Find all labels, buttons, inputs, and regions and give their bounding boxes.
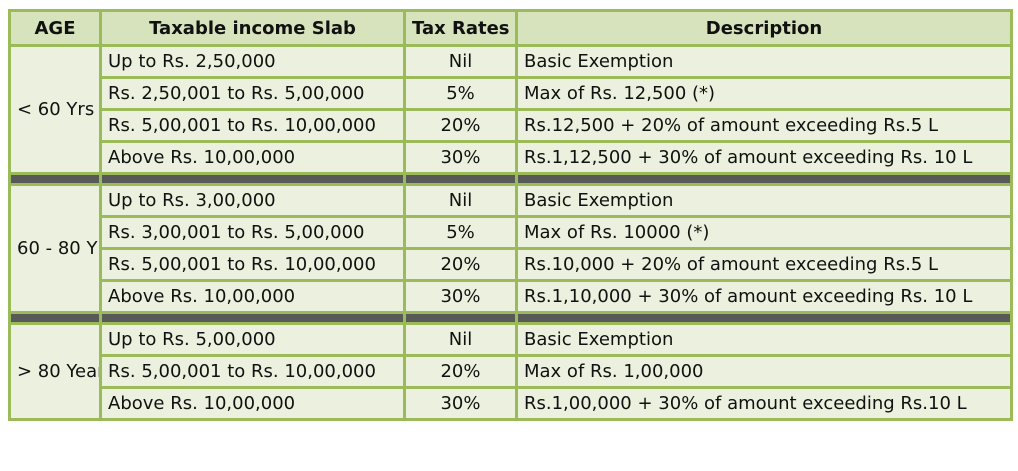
description-cell: Max of Rs. 10000 (*) bbox=[515, 215, 1013, 250]
description-cell: Rs.1,00,000 + 30% of amount exceeding Rs… bbox=[515, 386, 1013, 421]
header-row: AGE Taxable income Slab Tax Rates Descri… bbox=[8, 9, 1013, 47]
slab-cell: Above Rs. 10,00,000 bbox=[99, 386, 406, 421]
description-cell: Rs.12,500 + 20% of amount exceeding Rs.5… bbox=[515, 108, 1013, 143]
rate-cell: Nil bbox=[403, 44, 518, 79]
separator-cell bbox=[515, 311, 1013, 325]
description-cell: Rs.1,10,000 + 30% of amount exceeding Rs… bbox=[515, 279, 1013, 314]
table-row: Rs. 5,00,001 to Rs. 10,00,000 20% Rs.12,… bbox=[10, 108, 1013, 143]
age-group-cell: > 80 Years bbox=[8, 322, 102, 421]
header-age: AGE bbox=[8, 9, 102, 47]
separator-cell bbox=[99, 172, 406, 186]
rate-cell: 20% bbox=[403, 247, 518, 282]
header-slab: Taxable income Slab bbox=[99, 9, 406, 47]
slab-cell: Up to Rs. 3,00,000 bbox=[99, 183, 406, 218]
rate-cell: 5% bbox=[403, 76, 518, 111]
rate-cell: 30% bbox=[403, 140, 518, 175]
table-row: Above Rs. 10,00,000 30% Rs.1,00,000 + 30… bbox=[10, 386, 1013, 421]
slab-cell: Rs. 5,00,001 to Rs. 10,00,000 bbox=[99, 108, 406, 143]
table-row: 60 - 80 Yrs Up to Rs. 3,00,000 Nil Basic… bbox=[8, 183, 1013, 314]
header-description: Description bbox=[515, 9, 1013, 47]
slab-cell: Up to Rs. 5,00,000 bbox=[99, 322, 406, 357]
table-row: Rs. 5,00,001 to Rs. 10,00,000 20% Max of… bbox=[10, 354, 1013, 389]
slab-cell: Above Rs. 10,00,000 bbox=[99, 279, 406, 314]
description-cell: Basic Exemption bbox=[515, 183, 1013, 218]
tax-table-container: AGE Taxable income Slab Tax Rates Descri… bbox=[8, 9, 1013, 421]
rate-cell: 20% bbox=[403, 108, 518, 143]
separator-cell bbox=[8, 311, 102, 325]
description-cell: Rs.1,12,500 + 30% of amount exceeding Rs… bbox=[515, 140, 1013, 175]
age-group-cell: < 60 Yrs bbox=[8, 44, 102, 175]
separator-cell bbox=[8, 172, 102, 186]
rate-cell: Nil bbox=[403, 183, 518, 218]
rate-cell: 30% bbox=[403, 279, 518, 314]
rate-cell: 20% bbox=[403, 354, 518, 389]
slab-cell: Rs. 3,00,001 to Rs. 5,00,000 bbox=[99, 215, 406, 250]
separator-cell bbox=[403, 172, 518, 186]
table-row: Above Rs. 10,00,000 30% Rs.1,10,000 + 30… bbox=[10, 279, 1013, 314]
table-row: Rs. 5,00,001 to Rs. 10,00,000 20% Rs.10,… bbox=[10, 247, 1013, 282]
rate-cell: 5% bbox=[403, 215, 518, 250]
table-row: > 80 Years Up to Rs. 5,00,000 Nil Basic … bbox=[8, 322, 1013, 421]
header-rate: Tax Rates bbox=[403, 9, 518, 47]
group-separator bbox=[8, 311, 1013, 325]
description-cell: Max of Rs. 12,500 (*) bbox=[515, 76, 1013, 111]
slab-cell: Up to Rs. 2,50,000 bbox=[99, 44, 406, 79]
separator-cell bbox=[403, 311, 518, 325]
rate-cell: Nil bbox=[403, 322, 518, 357]
slab-cell: Rs. 2,50,001 to Rs. 5,00,000 bbox=[99, 76, 406, 111]
table-row: < 60 Yrs Up to Rs. 2,50,000 Nil Basic Ex… bbox=[8, 44, 1013, 175]
description-cell: Max of Rs. 1,00,000 bbox=[515, 354, 1013, 389]
description-cell: Basic Exemption bbox=[515, 44, 1013, 79]
table-row: Rs. 3,00,001 to Rs. 5,00,000 5% Max of R… bbox=[10, 215, 1013, 250]
tax-slab-table: AGE Taxable income Slab Tax Rates Descri… bbox=[8, 9, 1013, 421]
group-separator bbox=[8, 172, 1013, 186]
slab-cell: Rs. 5,00,001 to Rs. 10,00,000 bbox=[99, 354, 406, 389]
slab-cell: Above Rs. 10,00,000 bbox=[99, 140, 406, 175]
table-row: Rs. 2,50,001 to Rs. 5,00,000 5% Max of R… bbox=[10, 76, 1013, 111]
age-group-cell: 60 - 80 Yrs bbox=[8, 183, 102, 314]
table-row: Above Rs. 10,00,000 30% Rs.1,12,500 + 30… bbox=[10, 140, 1013, 175]
separator-cell bbox=[515, 172, 1013, 186]
description-cell: Basic Exemption bbox=[515, 322, 1013, 357]
slab-cell: Rs. 5,00,001 to Rs. 10,00,000 bbox=[99, 247, 406, 282]
description-cell: Rs.10,000 + 20% of amount exceeding Rs.5… bbox=[515, 247, 1013, 282]
separator-cell bbox=[99, 311, 406, 325]
rate-cell: 30% bbox=[403, 386, 518, 421]
